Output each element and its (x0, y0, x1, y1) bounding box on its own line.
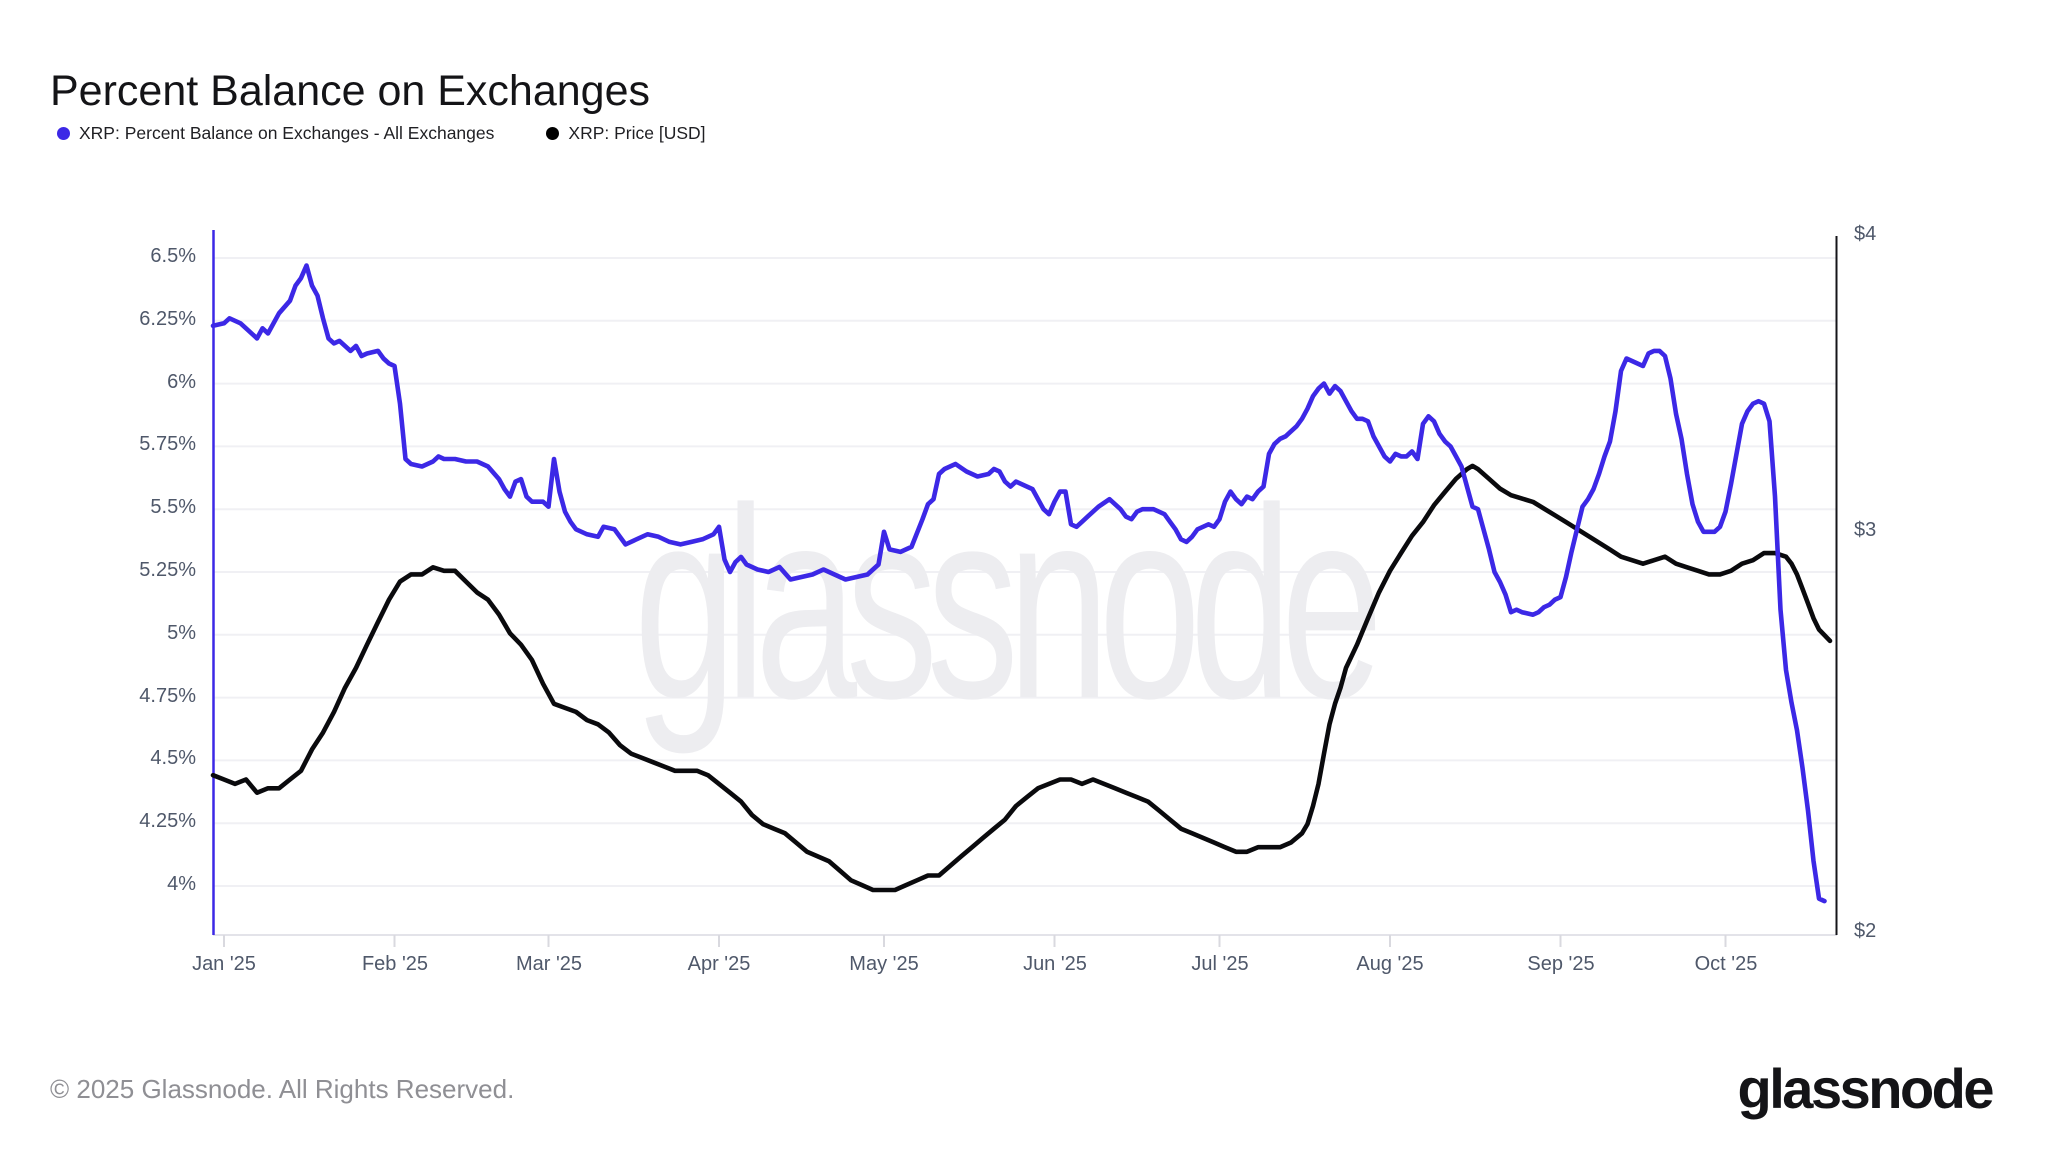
legend-label-balance: XRP: Percent Balance on Exchanges - All … (79, 123, 495, 143)
legend-dot-balance-icon (57, 127, 70, 140)
legend-item-price[interactable]: XRP: Price [USD] (546, 123, 706, 144)
x-axis-tick-label: Apr '25 (687, 953, 751, 975)
legend-label-price: XRP: Price [USD] (568, 123, 706, 143)
legend-dot-price-icon (546, 127, 560, 140)
x-axis-tick-label: May '25 (849, 953, 919, 975)
x-axis-tick-label: Mar '25 (515, 953, 583, 975)
x-axis-tick-label: Sep '25 (1527, 953, 1595, 975)
y-axis-tick-label: 5.25% (139, 559, 196, 581)
y-axis-tick-label: 6.5% (150, 245, 196, 267)
x-axis-tick-label: Jan '25 (192, 953, 256, 975)
x-axis-tick-label: Aug '25 (1356, 953, 1424, 975)
legend: XRP: Percent Balance on Exchanges - All … (57, 123, 706, 144)
price-axis-tick-label: $2 (1854, 920, 1877, 942)
balance-line-series[interactable] (210, 263, 1827, 904)
y-axis-tick-label: 5.5% (150, 496, 196, 518)
y-axis-tick-label: 6% (167, 371, 196, 393)
x-axis-tick-label: Feb '25 (361, 953, 429, 975)
x-axis-tick-label: Oct '25 (1694, 953, 1758, 975)
y-axis-tick-label: 4.75% (139, 685, 196, 707)
glassnode-watermark: glassnode (634, 452, 1375, 755)
y-axis-tick-label: 4.5% (150, 747, 196, 769)
copyright-text: © 2025 Glassnode. All Rights Reserved. (50, 1074, 515, 1104)
legend-item-balance[interactable]: XRP: Percent Balance on Exchanges - All … (57, 123, 494, 144)
y-axis-tick-label: 5.75% (139, 433, 196, 455)
price-axis-tick-label: $3 (1854, 519, 1877, 541)
glassnode-logo: glassnode (1737, 1057, 1995, 1120)
page-title: Percent Balance on Exchanges (50, 66, 651, 115)
y-axis-tick-label: 5% (167, 622, 196, 644)
y-axis-tick-label: 6.25% (139, 308, 196, 330)
x-axis-tick-label: Jun '25 (1023, 953, 1087, 975)
x-axis-tick-label: Jul '25 (1191, 953, 1249, 975)
y-axis-tick-label: 4.25% (139, 810, 196, 832)
y-axis-tick-label: 4% (167, 873, 196, 895)
price-axis-tick-label: $4 (1854, 223, 1877, 245)
